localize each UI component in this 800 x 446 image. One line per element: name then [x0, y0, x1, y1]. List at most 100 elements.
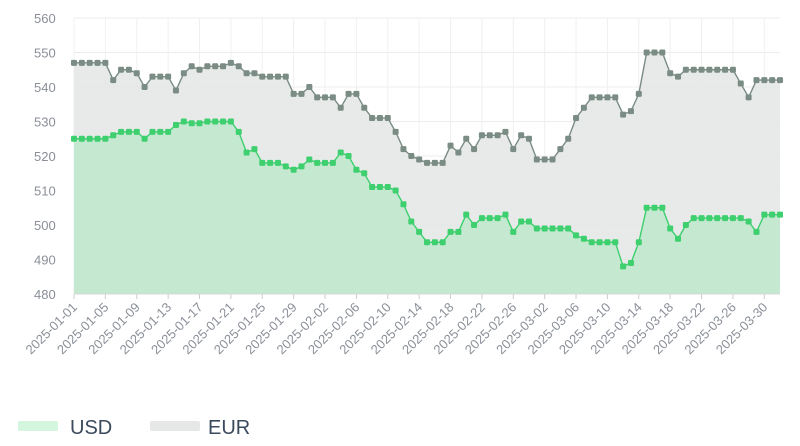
- point-usd[interactable]: [157, 128, 164, 135]
- legend-swatch-usd[interactable]: [18, 421, 58, 431]
- point-eur[interactable]: [518, 132, 525, 139]
- point-eur[interactable]: [565, 135, 572, 142]
- point-eur[interactable]: [635, 90, 642, 97]
- point-usd[interactable]: [471, 222, 478, 228]
- point-eur[interactable]: [274, 73, 281, 80]
- point-eur[interactable]: [118, 66, 125, 73]
- point-eur[interactable]: [369, 115, 376, 122]
- point-eur[interactable]: [533, 156, 540, 163]
- point-eur[interactable]: [769, 77, 776, 84]
- point-eur[interactable]: [502, 128, 509, 135]
- point-usd[interactable]: [620, 263, 627, 270]
- point-usd[interactable]: [525, 218, 532, 225]
- point-eur[interactable]: [345, 90, 352, 97]
- point-usd[interactable]: [565, 225, 572, 232]
- point-eur[interactable]: [478, 132, 485, 139]
- point-eur[interactable]: [165, 73, 172, 80]
- point-eur[interactable]: [463, 135, 470, 142]
- point-usd[interactable]: [243, 149, 250, 156]
- point-usd[interactable]: [274, 159, 281, 166]
- point-eur[interactable]: [125, 66, 132, 73]
- point-eur[interactable]: [439, 159, 446, 166]
- point-usd[interactable]: [510, 228, 517, 235]
- point-eur[interactable]: [133, 70, 140, 77]
- point-usd[interactable]: [408, 218, 415, 225]
- point-usd[interactable]: [635, 239, 642, 246]
- point-eur[interactable]: [588, 94, 595, 101]
- point-eur[interactable]: [510, 146, 517, 153]
- point-eur[interactable]: [306, 84, 313, 90]
- point-usd[interactable]: [392, 187, 399, 194]
- point-usd[interactable]: [706, 215, 713, 222]
- point-eur[interactable]: [549, 156, 556, 163]
- point-usd[interactable]: [557, 225, 564, 232]
- point-usd[interactable]: [698, 215, 705, 222]
- point-eur[interactable]: [314, 94, 321, 101]
- point-usd[interactable]: [290, 166, 297, 173]
- point-eur[interactable]: [329, 94, 336, 101]
- point-eur[interactable]: [149, 73, 156, 80]
- point-eur[interactable]: [298, 90, 305, 97]
- point-usd[interactable]: [212, 118, 219, 125]
- point-eur[interactable]: [455, 149, 462, 156]
- point-usd[interactable]: [329, 159, 336, 166]
- point-eur[interactable]: [188, 63, 195, 70]
- point-usd[interactable]: [573, 232, 580, 239]
- point-eur[interactable]: [557, 146, 564, 153]
- point-usd[interactable]: [643, 204, 650, 211]
- point-eur[interactable]: [494, 132, 501, 139]
- point-eur[interactable]: [251, 70, 258, 77]
- point-eur[interactable]: [243, 70, 250, 77]
- point-usd[interactable]: [172, 121, 179, 128]
- point-eur[interactable]: [384, 115, 391, 122]
- point-usd[interactable]: [149, 128, 156, 135]
- point-usd[interactable]: [729, 215, 736, 222]
- point-eur[interactable]: [392, 128, 399, 135]
- point-usd[interactable]: [282, 163, 289, 170]
- point-eur[interactable]: [698, 66, 705, 73]
- point-usd[interactable]: [651, 204, 658, 211]
- point-eur[interactable]: [157, 73, 164, 80]
- point-usd[interactable]: [596, 239, 603, 246]
- point-eur[interactable]: [580, 104, 587, 111]
- point-usd[interactable]: [118, 128, 125, 135]
- point-usd[interactable]: [588, 239, 595, 246]
- point-usd[interactable]: [353, 166, 360, 173]
- point-usd[interactable]: [745, 218, 752, 225]
- point-usd[interactable]: [627, 259, 634, 266]
- point-usd[interactable]: [439, 239, 446, 246]
- point-eur[interactable]: [408, 153, 415, 159]
- point-usd[interactable]: [141, 135, 148, 142]
- point-eur[interactable]: [94, 59, 101, 66]
- point-eur[interactable]: [596, 94, 603, 101]
- point-eur[interactable]: [424, 159, 430, 166]
- point-eur[interactable]: [777, 77, 783, 84]
- point-usd[interactable]: [196, 120, 203, 127]
- point-eur[interactable]: [227, 59, 234, 66]
- point-eur[interactable]: [361, 104, 368, 111]
- point-eur[interactable]: [353, 90, 360, 97]
- point-usd[interactable]: [180, 118, 187, 125]
- point-eur[interactable]: [627, 108, 634, 115]
- point-eur[interactable]: [706, 66, 713, 73]
- point-usd[interactable]: [424, 239, 430, 246]
- point-usd[interactable]: [777, 211, 783, 218]
- point-eur[interactable]: [761, 77, 768, 84]
- point-usd[interactable]: [431, 239, 438, 246]
- point-eur[interactable]: [102, 59, 109, 66]
- point-eur[interactable]: [486, 132, 493, 139]
- point-eur[interactable]: [204, 63, 211, 70]
- point-usd[interactable]: [337, 149, 344, 156]
- point-usd[interactable]: [549, 225, 556, 232]
- point-eur[interactable]: [447, 142, 454, 149]
- point-usd[interactable]: [447, 228, 454, 235]
- point-usd[interactable]: [478, 215, 485, 222]
- point-usd[interactable]: [298, 163, 305, 170]
- point-eur[interactable]: [259, 73, 266, 80]
- point-eur[interactable]: [612, 94, 619, 101]
- point-usd[interactable]: [518, 218, 525, 225]
- point-eur[interactable]: [78, 59, 85, 66]
- point-eur[interactable]: [471, 146, 478, 153]
- point-eur[interactable]: [110, 77, 117, 84]
- point-usd[interactable]: [682, 222, 689, 228]
